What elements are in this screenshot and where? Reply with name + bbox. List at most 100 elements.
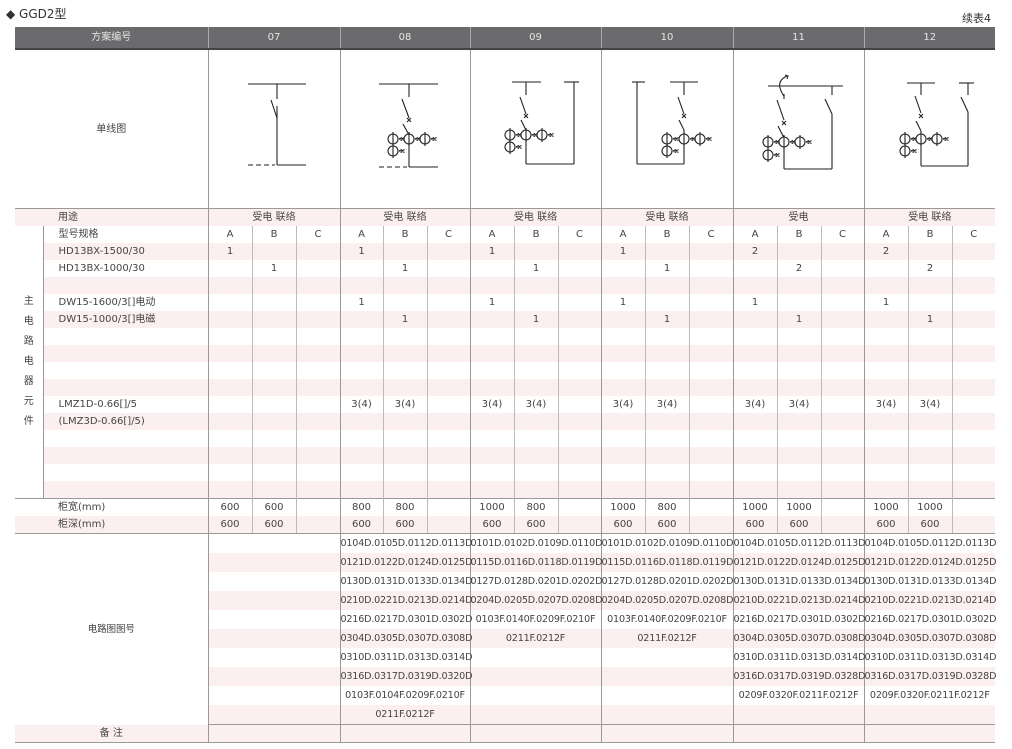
- table-row: 方案编号 07 08 09 10 11 12: [15, 27, 996, 50]
- table-row: 主电路电器元件型号规格 A B C A B C A B C A B C A B C A B C: [15, 226, 996, 499]
- component-qty-08-C: [426, 379, 470, 396]
- circuit-diagram-number-label: 电路图图号: [87, 623, 135, 635]
- component-qty-12-C: [951, 277, 996, 294]
- component-qty-12-B: [907, 345, 952, 362]
- component-qty-08-B: [382, 243, 427, 260]
- component-qty-11-C: [820, 277, 864, 294]
- component-qty-10-C: [688, 260, 733, 277]
- dimension-09-A: 600: [469, 516, 514, 534]
- component-qty-12-B: [907, 379, 952, 396]
- component-qty-11-B: [776, 277, 821, 294]
- component-qty-07-B: [251, 294, 296, 311]
- component-qty-09-C: [557, 362, 601, 379]
- remarks-12: [863, 724, 996, 743]
- diagram-cell-11: [732, 49, 864, 209]
- component-qty-07-C: [295, 464, 340, 481]
- component-qty-10-C: [688, 243, 733, 260]
- table-row: 电路图图号 0104D.0105D.0112D.0113D 0101D.0102D.…: [15, 533, 996, 635]
- component-qty-11-A: 2: [732, 243, 777, 260]
- component-qty-10-C: C: [688, 226, 733, 243]
- component-qty-07-A: [207, 430, 252, 447]
- component-qty-07-B: B: [251, 226, 296, 243]
- table-row: 0211F.0212F: [15, 705, 996, 725]
- component-qty-12-C: [951, 413, 996, 430]
- component-qty-12-C: [951, 379, 996, 396]
- table-row: DW15-1000/3[]电磁 1 1 1 1 1: [15, 311, 996, 328]
- component-qty-07-B: [251, 413, 296, 430]
- component-qty-08-B: B: [382, 226, 427, 243]
- component-qty-08-C: [426, 328, 470, 345]
- component-qty-10-B: 3(4): [644, 396, 689, 413]
- component-qty-11-B: [776, 464, 821, 481]
- circuit-code-09: [469, 648, 601, 667]
- circuit-code-10: [600, 648, 733, 667]
- component-qty-08-A: [339, 481, 383, 499]
- component-qty-09-A: 1: [469, 294, 514, 311]
- component-qty-08-B: 1: [382, 260, 427, 277]
- circuit-code-09: 0211F.0212F: [469, 629, 601, 648]
- component-qty-10-B: [644, 464, 689, 481]
- component-qty-07-C: [295, 447, 340, 464]
- component-qty-12-B: 1: [907, 311, 952, 328]
- circuit-code-12: 0130D.0131D.0133D.0134D: [863, 572, 996, 591]
- component-qty-12-C: [951, 362, 996, 379]
- component-qty-10-C: [688, 345, 733, 362]
- component-qty-12-C: [951, 328, 996, 345]
- component-qty-11-B: [776, 294, 821, 311]
- scheme-table: 方案编号 07 08 09 10 11 12 单线图: [15, 27, 996, 743]
- table-row: HD13BX-1500/30 1 1 1 1 2 2: [15, 243, 996, 260]
- component-qty-07-C: [295, 413, 340, 430]
- circuit-code-07: [207, 591, 340, 610]
- component-qty-12-C: [951, 396, 996, 413]
- purpose-07: 受电 联络: [207, 208, 340, 226]
- component-qty-08-B: [382, 413, 427, 430]
- group-label-char: 电: [23, 356, 34, 367]
- dimension-08-A: 600: [339, 516, 383, 534]
- component-qty-09-B: B: [513, 226, 558, 243]
- component-qty-07-C: [295, 362, 340, 379]
- table-row: 0216D.0217D.0301D.0302D 0103F.0140F.0209F…: [15, 610, 996, 629]
- circuit-code-08: 0104D.0105D.0112D.0113D: [339, 533, 472, 553]
- table-row: 0103F.0104F.0209F.0210F 0209F.0320F.0211F…: [15, 686, 996, 705]
- component-qty-09-A: A: [469, 226, 514, 243]
- dimension-11-C: [820, 516, 864, 534]
- dimension-12-A: 600: [863, 516, 908, 534]
- component-qty-09-B: [513, 379, 558, 396]
- group-label-char: 元: [23, 396, 34, 407]
- component-qty-08-B: [382, 277, 427, 294]
- component-qty-11-B: [776, 328, 821, 345]
- component-qty-08-C: [426, 345, 470, 362]
- dimension-08-A: 800: [339, 498, 383, 516]
- component-qty-12-A: [863, 430, 908, 447]
- component-qty-09-C: [557, 379, 601, 396]
- component-qty-09-A: [469, 413, 514, 430]
- dimension-11-C: [820, 498, 864, 516]
- dimension-07-A: 600: [207, 516, 252, 534]
- table-row: [15, 328, 996, 345]
- component-qty-09-A: [469, 311, 514, 328]
- circuit-code-07: [207, 686, 340, 705]
- dimension-09-A: 1000: [469, 498, 514, 516]
- purpose-08: 受电 联络: [339, 208, 470, 226]
- component-qty-09-B: [513, 277, 558, 294]
- component-label: [43, 464, 208, 481]
- purpose-label: 用途: [15, 208, 208, 226]
- component-qty-10-B: 1: [644, 311, 689, 328]
- component-qty-12-B: [907, 362, 952, 379]
- circuit-code-07: [207, 610, 340, 629]
- circuit-code-09: 0115D.0116D.0118D.0119D: [469, 553, 602, 572]
- table-row: [15, 464, 996, 481]
- component-qty-10-B: [644, 379, 689, 396]
- component-qty-10-C: [688, 379, 733, 396]
- component-qty-11-C: [820, 328, 864, 345]
- component-qty-11-C: [820, 447, 864, 464]
- remarks-09: [469, 724, 601, 743]
- single-line-diagram-10: [631, 81, 712, 165]
- component-qty-11-C: [820, 396, 864, 413]
- component-qty-10-B: [644, 294, 689, 311]
- component-qty-09-C: [557, 481, 601, 499]
- purpose-12: 受电 联络: [863, 208, 996, 226]
- circuit-code-08: 0121D.0122D.0124D.0125D: [339, 553, 472, 572]
- component-qty-08-C: [426, 243, 470, 260]
- table-row: 用途 受电 联络 受电 联络 受电 联络 受电 联络 受电 受电 联络: [15, 208, 996, 226]
